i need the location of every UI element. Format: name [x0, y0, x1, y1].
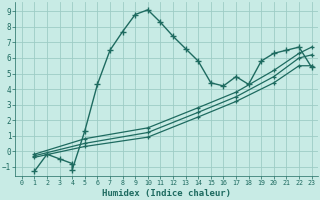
X-axis label: Humidex (Indice chaleur): Humidex (Indice chaleur)	[102, 189, 231, 198]
